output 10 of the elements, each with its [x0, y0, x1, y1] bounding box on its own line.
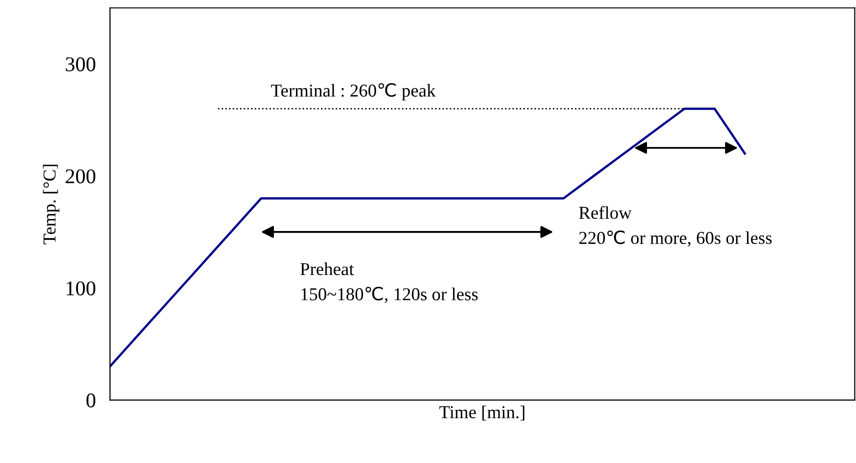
line-series — [110, 108, 746, 368]
x-axis-title: Time [min.] — [439, 406, 524, 421]
annotation: Preheat 150~180℃, 120s or less — [300, 262, 478, 303]
annotation: Reflow 220℃ or more, 60s or less — [579, 206, 772, 247]
y-tick-label: 200 — [66, 169, 96, 184]
y-tick-label: 300 — [66, 57, 96, 72]
y-axis-title: Temp. [°C] — [42, 164, 60, 244]
y-tick-label: 100 — [66, 281, 96, 296]
ref-line-label: Terminal : 260℃ peak — [271, 83, 436, 100]
y-tick-label: 0 — [86, 393, 96, 408]
